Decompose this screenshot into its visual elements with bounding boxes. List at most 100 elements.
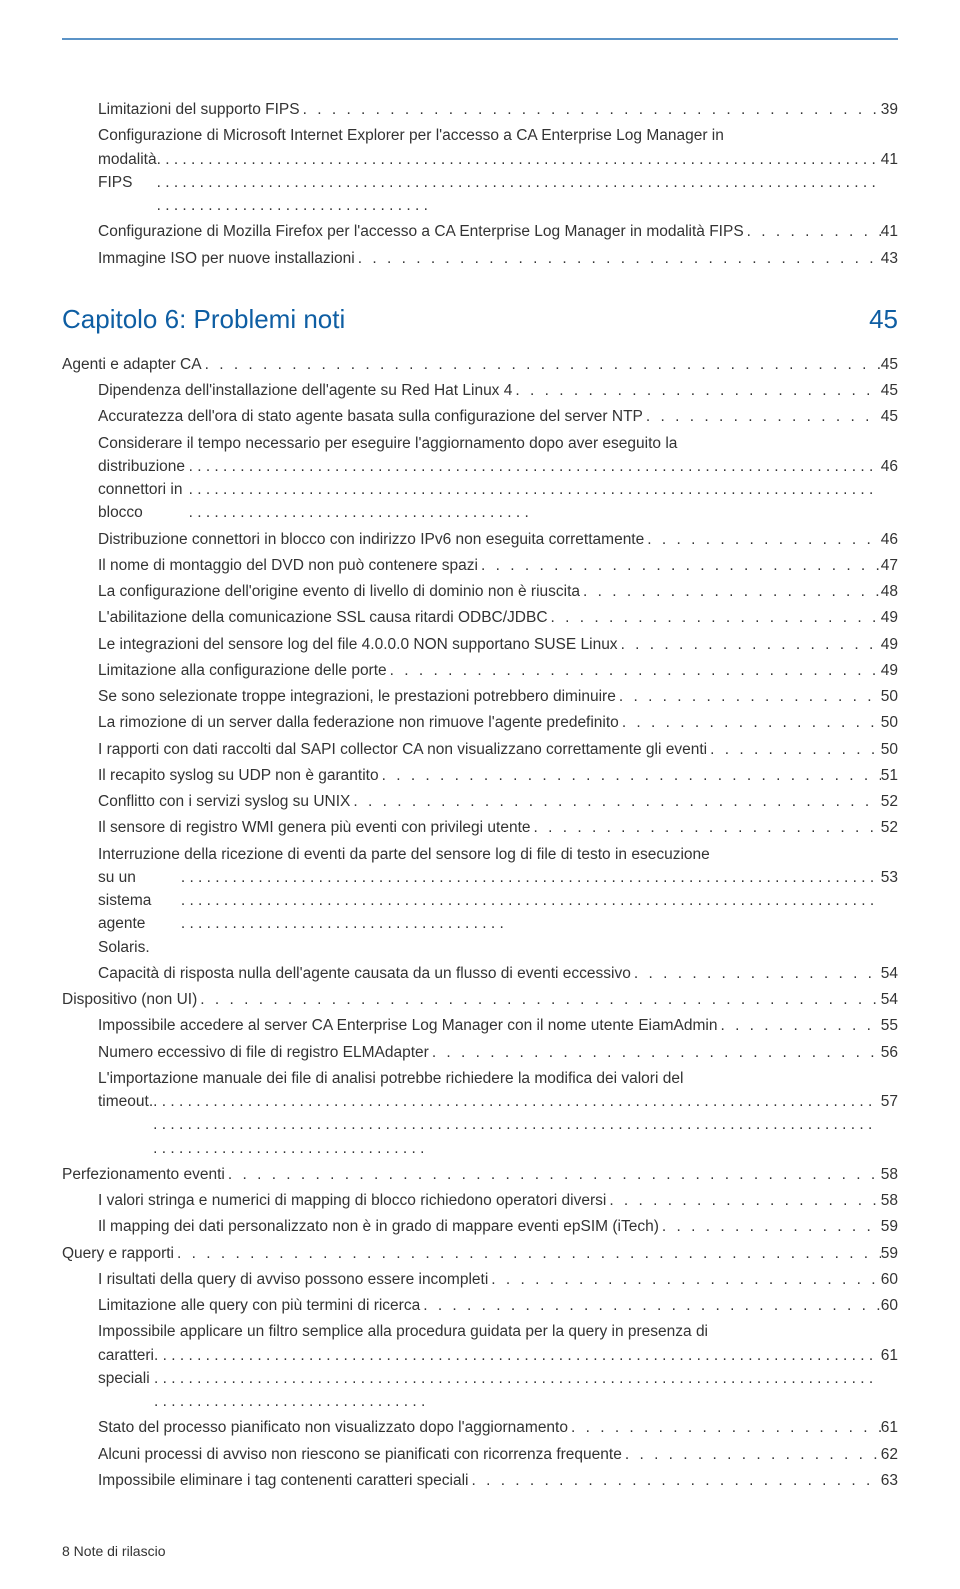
toc-dot-leader: . . . . . . . . . . . . . . . . . . . . …	[548, 606, 881, 629]
toc-page-number: 41	[881, 148, 898, 171]
toc-entry: Accuratezza dell'ora di stato agente bas…	[62, 405, 898, 428]
chapter-row: Capitolo 6: Problemi noti 45	[62, 304, 898, 335]
toc-entry-label: Se sono selezionate troppe integrazioni,…	[98, 685, 616, 708]
toc-entry-wrap-line2: timeout. . . . . . . . . . . . . . . . .…	[62, 1090, 898, 1160]
chapter-title: Capitolo 6: Problemi noti	[62, 304, 345, 335]
toc-entry-label: Conflitto con i servizi syslog su UNIX	[98, 790, 350, 813]
toc-entry-label: La rimozione di un server dalla federazi…	[98, 711, 619, 734]
toc-dot-leader: . . . . . . . . . . . . . . . . . . . . …	[643, 405, 881, 428]
toc-page-number: 49	[881, 633, 898, 656]
toc-dot-leader: . . . . . . . . . . . . . . . . . . . . …	[488, 1268, 880, 1291]
toc-dot-leader: . . . . . . . . . . . . . . . . . . . . …	[622, 1443, 881, 1466]
toc-dot-leader: . . . . . . . . . . . . . . . . . . . . …	[468, 1469, 880, 1492]
toc-dot-leader: . . . . . . . . . . . . . . . . . . . . …	[300, 98, 881, 121]
toc-page-number: 45	[881, 405, 898, 428]
toc-entry: I risultati della query di avviso posson…	[62, 1268, 898, 1291]
toc-entry: Il recapito syslog su UDP non è garantit…	[62, 764, 898, 787]
toc-entry-wrap-line1: Impossibile applicare un filtro semplice…	[62, 1320, 898, 1343]
toc-page-number: 50	[881, 711, 898, 734]
toc-entry-wrap-line2: su un sistema agente Solaris. . . . . . …	[62, 866, 898, 959]
toc-page-number: 59	[881, 1215, 898, 1238]
toc-dot-leader: . . . . . . . . . . . . . . . . . . . . …	[197, 988, 881, 1011]
toc-dot-leader: . . . . . . . . . . . . . . . . . . . . …	[631, 962, 881, 985]
toc-dot-leader: . . . . . . . . . . . . . . . . . . . . …	[202, 353, 881, 376]
toc-entry: Il nome di montaggio del DVD non può con…	[62, 554, 898, 577]
toc-entry: Se sono selezionate troppe integrazioni,…	[62, 685, 898, 708]
toc-entry: I valori stringa e numerici di mapping d…	[62, 1189, 898, 1212]
toc-entry: Stato del processo pianificato non visua…	[62, 1416, 898, 1439]
toc-page-number: 54	[881, 988, 898, 1011]
toc-entry-label: Accuratezza dell'ora di stato agente bas…	[98, 405, 643, 428]
chapter-page-number: 45	[869, 304, 898, 335]
toc-page-number: 59	[881, 1242, 898, 1265]
toc-entry: Limitazioni del supporto FIPS . . . . . …	[62, 98, 898, 121]
toc-entry-label: I rapporti con dati raccolti dal SAPI co…	[98, 738, 707, 761]
toc-entry: Dipendenza dell'installazione dell'agent…	[62, 379, 898, 402]
toc-page: Limitazioni del supporto FIPS . . . . . …	[0, 40, 960, 1525]
toc-page-number: 61	[881, 1344, 898, 1367]
toc-entry-label: Dipendenza dell'installazione dell'agent…	[98, 379, 512, 402]
toc-entry-label: Limitazioni del supporto FIPS	[98, 98, 300, 121]
toc-dot-leader: . . . . . . . . . . . . . . . . . . . . …	[225, 1163, 881, 1186]
toc-dot-leader: . . . . . . . . . . . . . . . . . . . . …	[387, 659, 881, 682]
toc-entry-label: L'abilitazione della comunicazione SSL c…	[98, 606, 548, 629]
toc-entry: Il mapping dei dati personalizzato non è…	[62, 1215, 898, 1238]
toc-entry: I rapporti con dati raccolti dal SAPI co…	[62, 738, 898, 761]
toc-dot-leader: . . . . . . . . . . . . . . . . . . . . …	[717, 1014, 880, 1037]
toc-entry-label: Limitazione alle query con più termini d…	[98, 1294, 420, 1317]
toc-dot-leader: . . . . . . . . . . . . . . . . . . . . …	[174, 1242, 881, 1265]
toc-entry-label: Query e rapporti	[62, 1242, 174, 1265]
toc-entry-label: timeout.	[98, 1090, 153, 1113]
toc-dot-leader: . . . . . . . . . . . . . . . . . . . . …	[531, 816, 881, 839]
toc-entry: Impossibile eliminare i tag contenenti c…	[62, 1469, 898, 1492]
toc-page-number: 60	[881, 1294, 898, 1317]
toc-entry-wrap-line2: distribuzione connettori in blocco . . .…	[62, 455, 898, 525]
toc-page-number: 63	[881, 1469, 898, 1492]
toc-entry: Impossibile accedere al server CA Enterp…	[62, 1014, 898, 1037]
toc-dot-leader: . . . . . . . . . . . . . . . . . . . . …	[568, 1416, 881, 1439]
toc-entry: La rimozione di un server dalla federazi…	[62, 711, 898, 734]
toc-entry-wrap-line1: Considerare il tempo necessario per eseg…	[62, 432, 898, 455]
toc-dot-leader: . . . . . . . . . . . . . . . . . . . . …	[355, 247, 881, 270]
toc-entry: Le integrazioni del sensore log del file…	[62, 633, 898, 656]
toc-pre-entries: Limitazioni del supporto FIPS . . . . . …	[62, 98, 898, 270]
toc-page-number: 51	[881, 764, 898, 787]
toc-entry-label: I valori stringa e numerici di mapping d…	[98, 1189, 606, 1212]
toc-dot-leader: . . . . . . . . . . . . . . . . . . . . …	[189, 455, 881, 525]
toc-dot-leader: . . . . . . . . . . . . . . . . . . . . …	[659, 1215, 881, 1238]
toc-dot-leader: . . . . . . . . . . . . . . . . . . . . …	[512, 379, 880, 402]
toc-entry-wrap-line1: Interruzione della ricezione di eventi d…	[62, 843, 898, 866]
toc-entry: Configurazione di Mozilla Firefox per l'…	[62, 220, 898, 243]
toc-entry-label: Il sensore di registro WMI genera più ev…	[98, 816, 531, 839]
toc-entry-label: Configurazione di Mozilla Firefox per l'…	[98, 220, 744, 243]
toc-page-number: 57	[881, 1090, 898, 1113]
toc-entry-label: Numero eccessivo di file di registro ELM…	[98, 1041, 429, 1064]
toc-entry-label: caratteri speciali	[98, 1344, 154, 1391]
toc-page-number: 46	[881, 455, 898, 478]
toc-entry-label: Il mapping dei dati personalizzato non è…	[98, 1215, 659, 1238]
toc-entry: Alcuni processi di avviso non riescono s…	[62, 1443, 898, 1466]
toc-entry: Dispositivo (non UI) . . . . . . . . . .…	[62, 988, 898, 1011]
toc-entry: Limitazione alle query con più termini d…	[62, 1294, 898, 1317]
toc-entry-label: Impossibile accedere al server CA Enterp…	[98, 1014, 717, 1037]
toc-page-number: 39	[881, 98, 898, 121]
toc-page-number: 56	[881, 1041, 898, 1064]
toc-entry-label: modalità FIPS	[98, 148, 157, 195]
toc-page-number: 49	[881, 659, 898, 682]
toc-entry-label: Il nome di montaggio del DVD non può con…	[98, 554, 478, 577]
toc-page-number: 41	[881, 220, 898, 243]
toc-dot-leader: . . . . . . . . . . . . . . . . . . . . …	[618, 633, 881, 656]
toc-entry-label: Le integrazioni del sensore log del file…	[98, 633, 618, 656]
toc-dot-leader: . . . . . . . . . . . . . . . . . . . . …	[606, 1189, 880, 1212]
toc-entry-label: Capacità di risposta nulla dell'agente c…	[98, 962, 631, 985]
toc-page-number: 58	[881, 1189, 898, 1212]
toc-dot-leader: . . . . . . . . . . . . . . . . . . . . …	[153, 1090, 881, 1160]
toc-entry-label: Alcuni processi di avviso non riescono s…	[98, 1443, 622, 1466]
toc-dot-leader: . . . . . . . . . . . . . . . . . . . . …	[616, 685, 881, 708]
toc-page-number: 60	[881, 1268, 898, 1291]
toc-entry-label: distribuzione connettori in blocco	[98, 455, 189, 525]
toc-dot-leader: . . . . . . . . . . . . . . . . . . . . …	[154, 1344, 881, 1414]
toc-entry-label: Il recapito syslog su UDP non è garantit…	[98, 764, 379, 787]
toc-page-number: 45	[881, 353, 898, 376]
toc-page-number: 61	[881, 1416, 898, 1439]
